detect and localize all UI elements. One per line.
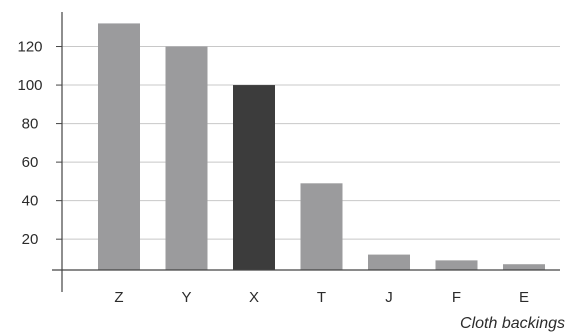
y-tick-labels: 20 40 60 80 100 120 [17,39,62,248]
bar-T [300,183,343,270]
y-tick-label-80: 80 [22,116,39,133]
y-tick-label-60: 60 [22,154,39,171]
x-axis-title: Cloth backings [460,315,565,332]
x-tick-label-Y: Y [181,289,191,306]
x-tick-label-F: F [452,289,461,306]
x-tick-label-X: X [249,289,259,306]
x-tick-label-E: E [519,289,529,306]
y-tick-label-40: 40 [22,193,39,210]
y-tick-label-20: 20 [22,231,39,248]
bar-J [368,254,410,270]
x-tick-label-T: T [317,289,326,306]
bar-X [233,85,275,270]
bar-F [435,260,478,270]
bar-Z [98,23,140,271]
bar-Y [165,46,208,270]
bars [98,23,545,271]
y-tick-label-100: 100 [17,77,42,94]
gridlines [62,46,560,240]
bar-E [503,264,545,270]
y-tick-label-120: 120 [17,39,42,56]
x-tick-label-Z: Z [114,289,123,306]
x-tick-label-J: J [385,289,393,306]
